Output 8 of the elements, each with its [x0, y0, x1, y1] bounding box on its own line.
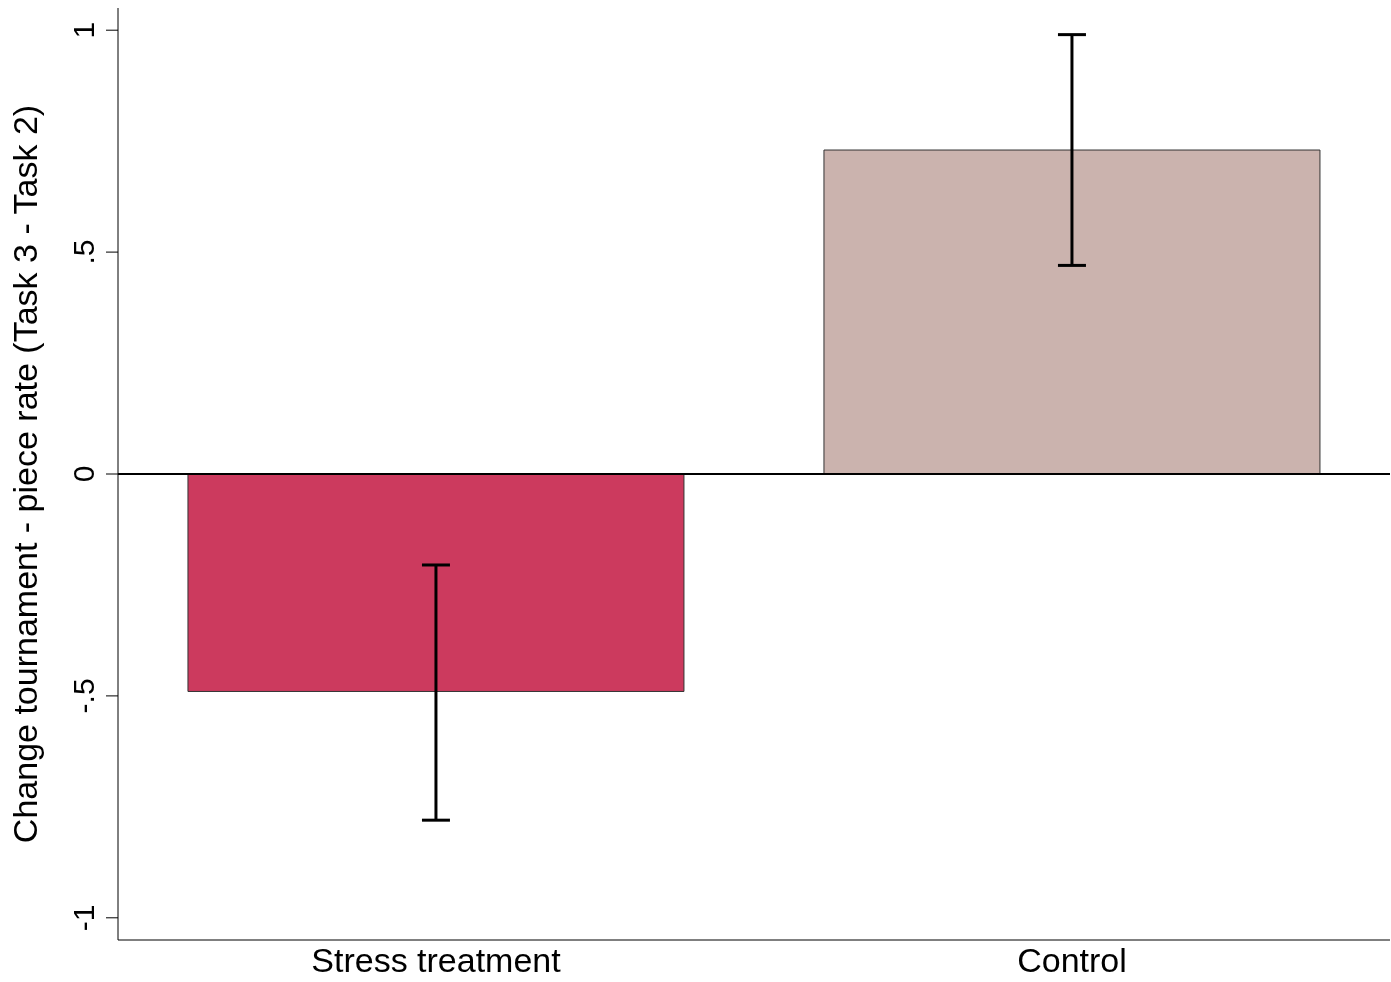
y-tick-label: -1 [67, 904, 100, 932]
y-axis-title: Change tournament - piece rate (Task 3 - Task 2) [6, 104, 45, 844]
y-tick-label: 0 [67, 465, 100, 483]
x-tick-label: Control [1017, 941, 1127, 980]
x-tick-label: Stress treatment [311, 941, 562, 980]
y-tick-label: 1 [67, 21, 100, 39]
y-tick-label: -.5 [67, 678, 100, 714]
y-tick-label: .5 [67, 239, 100, 265]
